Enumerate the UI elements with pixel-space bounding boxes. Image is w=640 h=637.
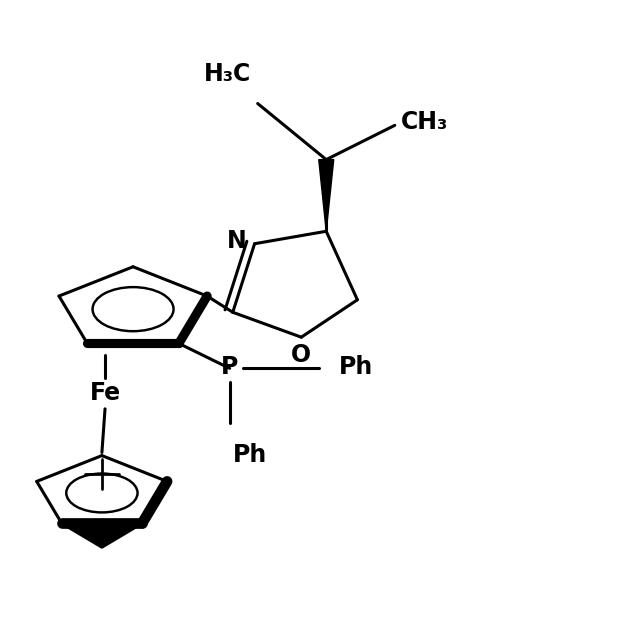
Text: N: N [227, 229, 247, 253]
Text: H₃C: H₃C [204, 62, 252, 86]
Text: Fe: Fe [90, 382, 120, 405]
Text: CH₃: CH₃ [401, 110, 448, 134]
Text: P: P [221, 355, 238, 379]
Text: Ph: Ph [339, 355, 373, 379]
Text: Ph: Ph [233, 443, 267, 467]
Polygon shape [319, 160, 333, 231]
Polygon shape [61, 523, 142, 547]
Text: O: O [291, 343, 312, 367]
